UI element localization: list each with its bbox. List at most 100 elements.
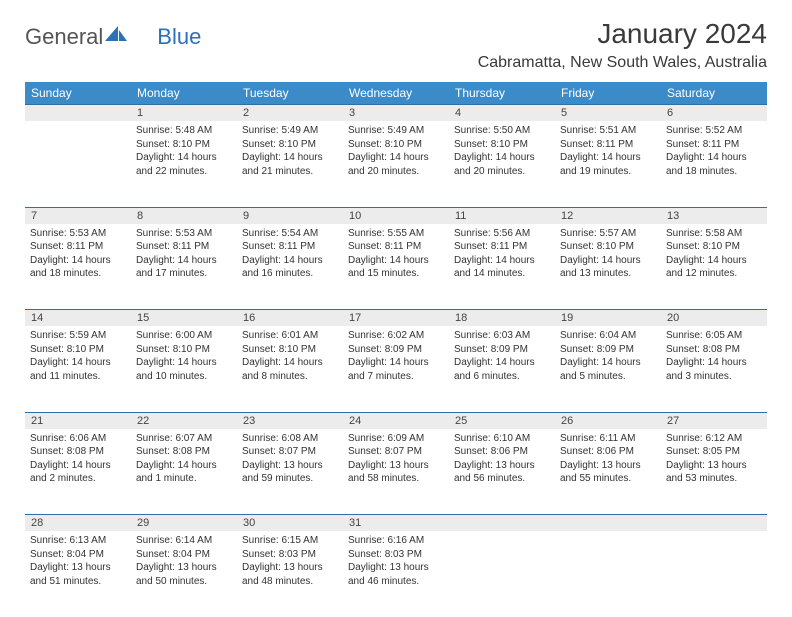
sunset-text: Sunset: 8:10 PM [136,343,232,357]
daylight-line1: Daylight: 14 hours [348,151,444,165]
day-cell: Sunrise: 5:49 AMSunset: 8:10 PMDaylight:… [343,121,449,207]
daylight-line2: and 2 minutes. [30,472,126,486]
daylight-line2: and 8 minutes. [242,370,338,384]
daylight-line1: Daylight: 14 hours [666,151,762,165]
day-cell: Sunrise: 6:05 AMSunset: 8:08 PMDaylight:… [661,326,767,412]
daylight-line2: and 58 minutes. [348,472,444,486]
day-number: 25 [449,412,555,429]
day-details: Sunrise: 5:56 AMSunset: 8:11 PMDaylight:… [449,224,555,285]
sunset-text: Sunset: 8:10 PM [666,240,762,254]
day-cell: Sunrise: 6:09 AMSunset: 8:07 PMDaylight:… [343,429,449,515]
day-details: Sunrise: 5:59 AMSunset: 8:10 PMDaylight:… [25,326,131,387]
sunrise-text: Sunrise: 5:51 AM [560,124,656,138]
week-row: Sunrise: 5:53 AMSunset: 8:11 PMDaylight:… [25,224,767,310]
day-number: 7 [25,207,131,224]
day-cell: Sunrise: 6:00 AMSunset: 8:10 PMDaylight:… [131,326,237,412]
day-number: 1 [131,105,237,122]
day-details: Sunrise: 5:51 AMSunset: 8:11 PMDaylight:… [555,121,661,182]
daylight-line2: and 22 minutes. [136,165,232,179]
sunrise-text: Sunrise: 5:53 AM [136,227,232,241]
sunset-text: Sunset: 8:03 PM [348,548,444,562]
sunrise-text: Sunrise: 6:13 AM [30,534,126,548]
daylight-line2: and 3 minutes. [666,370,762,384]
daylight-line1: Daylight: 13 hours [666,459,762,473]
day-cell [25,121,131,207]
daylight-line2: and 7 minutes. [348,370,444,384]
daylight-line1: Daylight: 14 hours [30,356,126,370]
day-cell: Sunrise: 6:15 AMSunset: 8:03 PMDaylight:… [237,531,343,617]
day-number: 18 [449,310,555,327]
daylight-line1: Daylight: 14 hours [454,254,550,268]
day-cell: Sunrise: 5:51 AMSunset: 8:11 PMDaylight:… [555,121,661,207]
sunset-text: Sunset: 8:03 PM [242,548,338,562]
daylight-line2: and 46 minutes. [348,575,444,589]
header: General Blue January 2024 Cabramatta, Ne… [25,18,767,80]
logo: General Blue [25,24,201,50]
week-row: Sunrise: 6:13 AMSunset: 8:04 PMDaylight:… [25,531,767,617]
day-number: 3 [343,105,449,122]
daylight-line1: Daylight: 14 hours [242,151,338,165]
dayhead-wed: Wednesday [343,82,449,105]
daylight-line1: Daylight: 13 hours [242,459,338,473]
dayhead-sat: Saturday [661,82,767,105]
day-details: Sunrise: 6:02 AMSunset: 8:09 PMDaylight:… [343,326,449,387]
sail-icon [105,24,127,50]
day-number: 20 [661,310,767,327]
day-cell: Sunrise: 5:58 AMSunset: 8:10 PMDaylight:… [661,224,767,310]
daylight-line1: Daylight: 14 hours [242,254,338,268]
sunrise-text: Sunrise: 6:06 AM [30,432,126,446]
sunset-text: Sunset: 8:08 PM [136,445,232,459]
day-details: Sunrise: 5:50 AMSunset: 8:10 PMDaylight:… [449,121,555,182]
day-number [661,515,767,532]
sunset-text: Sunset: 8:11 PM [666,138,762,152]
day-cell: Sunrise: 5:59 AMSunset: 8:10 PMDaylight:… [25,326,131,412]
sunset-text: Sunset: 8:06 PM [454,445,550,459]
day-number: 10 [343,207,449,224]
day-details: Sunrise: 5:49 AMSunset: 8:10 PMDaylight:… [237,121,343,182]
day-details: Sunrise: 6:12 AMSunset: 8:05 PMDaylight:… [661,429,767,490]
sunset-text: Sunset: 8:07 PM [348,445,444,459]
day-details: Sunrise: 6:07 AMSunset: 8:08 PMDaylight:… [131,429,237,490]
day-number: 5 [555,105,661,122]
sunset-text: Sunset: 8:10 PM [242,138,338,152]
sunset-text: Sunset: 8:08 PM [30,445,126,459]
daylight-line2: and 51 minutes. [30,575,126,589]
daylight-line1: Daylight: 13 hours [454,459,550,473]
sunset-text: Sunset: 8:09 PM [454,343,550,357]
daylight-line1: Daylight: 14 hours [136,254,232,268]
day-number [25,105,131,122]
daynum-row: 78910111213 [25,207,767,224]
sunrise-text: Sunrise: 5:52 AM [666,124,762,138]
sunset-text: Sunset: 8:04 PM [30,548,126,562]
sunset-text: Sunset: 8:10 PM [348,138,444,152]
daylight-line1: Daylight: 14 hours [666,254,762,268]
sunset-text: Sunset: 8:11 PM [560,138,656,152]
sunset-text: Sunset: 8:10 PM [30,343,126,357]
day-details: Sunrise: 5:55 AMSunset: 8:11 PMDaylight:… [343,224,449,285]
day-details: Sunrise: 5:52 AMSunset: 8:11 PMDaylight:… [661,121,767,182]
daylight-line2: and 20 minutes. [454,165,550,179]
sunrise-text: Sunrise: 6:07 AM [136,432,232,446]
day-details: Sunrise: 6:05 AMSunset: 8:08 PMDaylight:… [661,326,767,387]
day-details: Sunrise: 5:57 AMSunset: 8:10 PMDaylight:… [555,224,661,285]
week-row: Sunrise: 6:06 AMSunset: 8:08 PMDaylight:… [25,429,767,515]
sunset-text: Sunset: 8:11 PM [454,240,550,254]
day-cell: Sunrise: 6:10 AMSunset: 8:06 PMDaylight:… [449,429,555,515]
day-number [449,515,555,532]
sunrise-text: Sunrise: 6:12 AM [666,432,762,446]
day-details: Sunrise: 5:53 AMSunset: 8:11 PMDaylight:… [131,224,237,285]
sunrise-text: Sunrise: 6:15 AM [242,534,338,548]
day-details: Sunrise: 5:54 AMSunset: 8:11 PMDaylight:… [237,224,343,285]
day-cell: Sunrise: 6:14 AMSunset: 8:04 PMDaylight:… [131,531,237,617]
day-cell: Sunrise: 5:50 AMSunset: 8:10 PMDaylight:… [449,121,555,207]
day-details: Sunrise: 6:13 AMSunset: 8:04 PMDaylight:… [25,531,131,592]
sunrise-text: Sunrise: 5:57 AM [560,227,656,241]
sunrise-text: Sunrise: 5:48 AM [136,124,232,138]
week-row: Sunrise: 5:48 AMSunset: 8:10 PMDaylight:… [25,121,767,207]
sunset-text: Sunset: 8:11 PM [242,240,338,254]
daylight-line2: and 50 minutes. [136,575,232,589]
sunrise-text: Sunrise: 5:59 AM [30,329,126,343]
daylight-line2: and 6 minutes. [454,370,550,384]
daylight-line2: and 59 minutes. [242,472,338,486]
day-details: Sunrise: 5:48 AMSunset: 8:10 PMDaylight:… [131,121,237,182]
